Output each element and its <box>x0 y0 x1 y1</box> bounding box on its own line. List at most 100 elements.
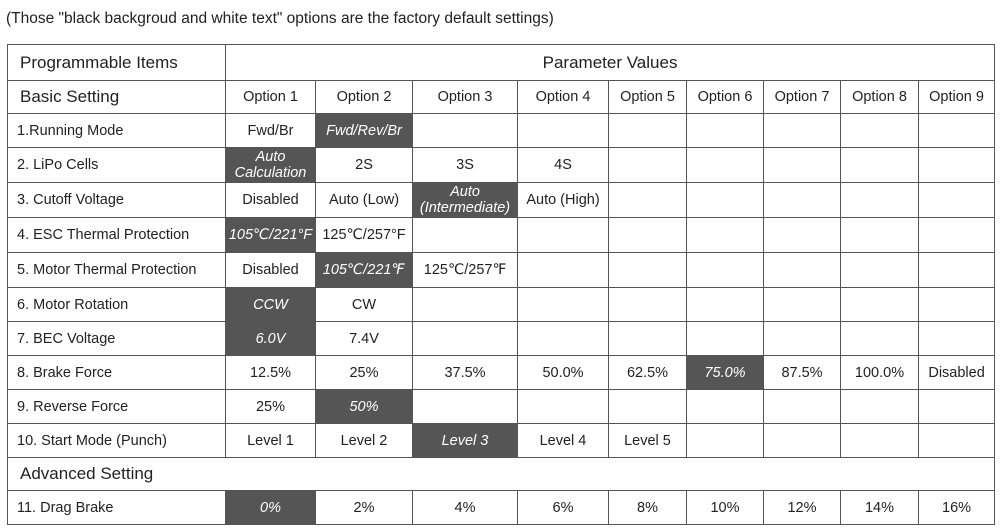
value-text: 50% <box>349 398 379 415</box>
empty-cell <box>686 389 764 424</box>
empty-cell <box>763 147 841 183</box>
empty-cell <box>763 423 841 458</box>
empty-cell <box>517 113 609 148</box>
empty-cell <box>763 287 841 322</box>
parameter-value-cell: 37.5% <box>412 355 518 390</box>
advanced-setting-label: Advanced Setting <box>7 457 226 491</box>
table-row: 5. Motor Thermal Protection Disabled 105℃/… <box>7 252 996 288</box>
empty-cell <box>917 147 996 183</box>
programmable-item-name: 10. Start Mode (Punch) <box>7 423 226 458</box>
value-text: Auto <box>255 149 286 165</box>
parameter-value-cell: 62.5% <box>608 355 687 390</box>
value-text: 125℃/257°F <box>322 227 406 243</box>
value-text: 125℃/257℉ <box>423 262 507 278</box>
default-value-cell: Level 3 <box>412 423 518 458</box>
default-value-cell: 105℃/221°F <box>225 217 316 253</box>
empty-cell <box>917 113 996 148</box>
section-spacer <box>225 457 996 491</box>
empty-cell <box>917 423 996 458</box>
value-text: 2% <box>353 499 375 516</box>
empty-cell <box>840 252 919 288</box>
parameter-value-cell: 12.5% <box>225 355 316 390</box>
empty-cell <box>517 287 609 322</box>
empty-cell <box>608 113 687 148</box>
programmable-item-name: 1.Running Mode <box>7 113 226 148</box>
default-value-cell: 105℃/221℉ <box>315 252 413 288</box>
value-text: 0% <box>260 499 281 516</box>
value-text: Disabled <box>242 262 299 278</box>
parameter-value-cell: 3S <box>412 147 518 183</box>
parameter-value-cell: 125℃/257°F <box>315 217 413 253</box>
value-text: Level 2 <box>340 432 388 449</box>
parameter-value-cell: 25% <box>315 355 413 390</box>
empty-cell <box>763 389 841 424</box>
option-header-6: Option 6 <box>686 80 764 114</box>
empty-cell <box>517 389 609 424</box>
parameter-value-cell: 25% <box>225 389 316 424</box>
table-row: 10. Start Mode (Punch) Level 1 Level 2 Leve… <box>7 423 996 458</box>
value-text: 100.0% <box>854 364 905 381</box>
table-row: 7. BEC Voltage 6.0V 7.4V <box>7 321 996 356</box>
empty-cell <box>917 252 996 288</box>
value-text: Auto (Low) <box>328 192 400 208</box>
basic-setting-label: Basic Setting <box>7 80 226 114</box>
default-value-cell: 0% <box>225 490 316 525</box>
table-row: 4. ESC Thermal Protection 105℃/221°F 125℃/… <box>7 217 996 253</box>
parameter-value-cell: 50.0% <box>517 355 609 390</box>
option-header-7: Option 7 <box>763 80 841 114</box>
option-header-2: Option 2 <box>315 80 413 114</box>
empty-cell <box>917 182 996 218</box>
empty-cell <box>517 252 609 288</box>
parameter-value-cell: 16% <box>917 490 996 525</box>
table-row: 11. Drag Brake 0% 2% 4% 6% 8% 10% 12% 14% 16% <box>7 490 996 525</box>
parameter-value-cell: Level 2 <box>315 423 413 458</box>
empty-cell <box>840 423 919 458</box>
empty-cell <box>412 113 518 148</box>
programmable-item-name: 11. Drag Brake <box>7 490 226 525</box>
programmable-item-name: 4. ESC Thermal Protection <box>7 217 226 253</box>
value-text: 2S <box>355 157 373 173</box>
empty-cell <box>517 321 609 356</box>
advanced-setting-row: Advanced Setting <box>7 457 996 491</box>
value-text: Fwd/Br <box>247 122 294 139</box>
empty-cell <box>608 252 687 288</box>
programmable-items-header: Programmable Items <box>7 44 226 81</box>
parameter-value-cell: Level 1 <box>225 423 316 458</box>
default-value-cell: Auto Calculation <box>225 147 316 183</box>
value-text: Disabled <box>242 192 299 208</box>
empty-cell <box>686 423 764 458</box>
value-text: Level 1 <box>247 432 294 449</box>
parameter-values-header: Parameter Values <box>224 44 996 81</box>
parameter-value-cell: 12% <box>763 490 841 525</box>
table-header-row: Programmable Items Parameter Values <box>7 44 996 81</box>
value-text: (Intermediate) <box>419 200 511 216</box>
value-text: 7.4V <box>349 330 379 347</box>
programmable-item-name: 7. BEC Voltage <box>7 321 226 356</box>
value-text: 105℃/221℉ <box>322 262 406 278</box>
parameter-value-cell: 4% <box>412 490 518 525</box>
parameter-value-cell: Fwd/Br <box>225 113 316 148</box>
value-text: 10% <box>710 499 740 516</box>
option-header-3: Option 3 <box>412 80 518 114</box>
empty-cell <box>608 287 687 322</box>
value-text: CW <box>351 296 377 313</box>
table-row: 1.Running Mode Fwd/Br Fwd/Rev/Br <box>7 113 996 148</box>
table-row: 2. LiPo Cells Auto Calculation 2S 3S 4S <box>7 147 996 183</box>
default-value-cell: 50% <box>315 389 413 424</box>
empty-cell <box>608 321 687 356</box>
value-text: 4S <box>554 157 572 173</box>
empty-cell <box>840 217 919 253</box>
basic-setting-row: Basic Setting Option 1 Option 2 Option 3 Op… <box>7 80 996 114</box>
option-header-1: Option 1 <box>225 80 316 114</box>
empty-cell <box>917 287 996 322</box>
parameter-value-cell: Auto (Low) <box>315 182 413 218</box>
parameter-value-cell: Disabled <box>917 355 996 390</box>
value-text: Level 3 <box>441 432 489 449</box>
empty-cell <box>412 217 518 253</box>
empty-cell <box>686 287 764 322</box>
empty-cell <box>686 217 764 253</box>
empty-cell <box>763 113 841 148</box>
parameter-value-cell: Disabled <box>225 182 316 218</box>
empty-cell <box>517 217 609 253</box>
parameter-value-cell: 2% <box>315 490 413 525</box>
